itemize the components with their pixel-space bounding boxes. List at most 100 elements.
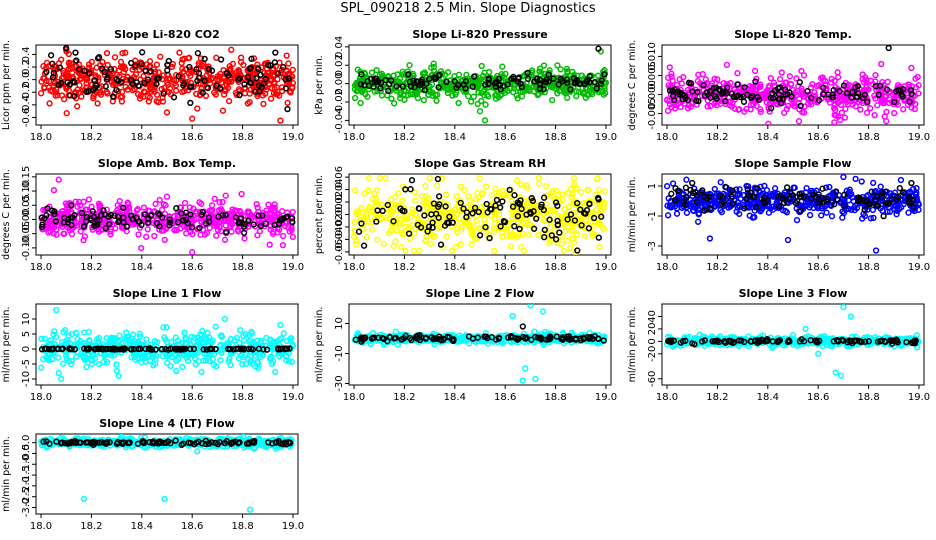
data-point: [99, 58, 106, 66]
data-point: [535, 174, 542, 182]
data-point: [59, 67, 67, 74]
data-point: [43, 59, 51, 66]
data-point: [849, 88, 856, 96]
data-point: [564, 94, 571, 101]
data-point: [891, 109, 898, 117]
data-point: [513, 92, 520, 99]
data-point: [205, 214, 213, 221]
data-point: [285, 75, 292, 82]
y-tick-label: -0.6: [21, 108, 32, 128]
x-tick-label: 18.4: [131, 132, 153, 143]
data-point: [416, 205, 423, 212]
data-point: [44, 205, 51, 212]
data-point: [358, 87, 366, 94]
data-point: [236, 91, 243, 99]
data-point: [679, 91, 686, 98]
data-point: [81, 329, 88, 336]
data-point: [219, 198, 226, 206]
data-point: [392, 238, 399, 245]
data-point: [74, 203, 81, 210]
data-point: [55, 354, 62, 361]
data-point: [285, 357, 293, 365]
data-point: [470, 93, 477, 100]
data-point: [230, 346, 237, 353]
y-tick-label: -0.005: [647, 97, 658, 129]
y-tick-label: -0.2: [21, 82, 32, 102]
data-point: [218, 349, 225, 357]
data-point: [698, 92, 706, 99]
data-point: [594, 174, 601, 182]
data-point: [41, 215, 48, 222]
data-point: [235, 228, 242, 235]
data-point: [77, 228, 84, 235]
data-point: [233, 68, 240, 76]
data-point: [248, 352, 255, 359]
data-point: [422, 182, 429, 190]
data-point: [80, 236, 87, 244]
data-point: [186, 204, 194, 211]
y-tick-label: 0.05: [21, 194, 32, 216]
data-point: [90, 92, 97, 100]
data-point: [545, 71, 552, 78]
data-point: [883, 108, 890, 116]
data-point: [117, 58, 125, 66]
data-point: [160, 324, 167, 331]
x-tick-label: 18.6: [181, 262, 203, 273]
data-point: [95, 54, 103, 61]
data-point: [563, 76, 571, 83]
data-point: [695, 97, 702, 105]
data-point: [49, 207, 56, 214]
data-point: [540, 62, 548, 69]
data-point: [271, 59, 279, 66]
data-point: [779, 96, 786, 103]
data-point: [236, 339, 243, 346]
data-point: [63, 110, 70, 117]
data-point: [195, 70, 203, 77]
data-point: [86, 215, 94, 222]
data-point: [415, 216, 422, 223]
data-point: [868, 188, 875, 195]
data-point: [401, 208, 408, 215]
data-point: [38, 364, 45, 371]
data-point: [442, 203, 449, 210]
data-point: [671, 105, 679, 112]
data-point: [378, 215, 386, 222]
data-point: [737, 195, 744, 203]
data-point: [140, 73, 147, 80]
data-point: [767, 74, 774, 82]
x-tick-label: 18.2: [706, 132, 728, 143]
x-tick-label: 18.0: [343, 392, 365, 403]
data-point: [377, 85, 384, 92]
data-point: [47, 337, 54, 344]
data-point: [847, 98, 855, 105]
data-point: [545, 78, 552, 85]
data-point: [376, 71, 384, 78]
y-tick-label: 1: [647, 183, 658, 189]
data-point: [223, 70, 231, 77]
data-point: [664, 107, 672, 115]
data-point: [914, 73, 921, 81]
data-point: [80, 223, 87, 230]
data-point: [142, 67, 149, 75]
data-point: [399, 197, 406, 204]
data-point: [39, 221, 46, 228]
data-point: [910, 203, 917, 211]
data-point: [734, 81, 741, 88]
data-point: [364, 93, 371, 100]
data-point: [834, 69, 841, 76]
x-tick-label: 18.8: [544, 132, 566, 143]
data-point: [215, 213, 222, 220]
data-point: [399, 231, 406, 238]
data-point: [399, 83, 406, 90]
data-point: [197, 55, 205, 62]
data-point: [126, 339, 133, 346]
data-point: [430, 200, 438, 207]
data-point: [449, 92, 456, 99]
data-point: [855, 197, 862, 205]
data-point: [491, 228, 498, 235]
data-point: [111, 54, 119, 61]
data-point: [557, 221, 564, 229]
data-point: [717, 179, 724, 186]
data-point: [511, 223, 518, 230]
data-point: [752, 204, 760, 211]
